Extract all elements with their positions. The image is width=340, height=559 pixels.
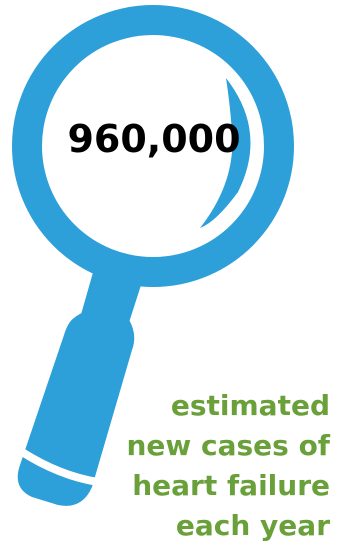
caption-line: heart failure [132,469,330,502]
caption-line: new cases of [126,429,330,462]
caption: estimated new cases of heart failure eac… [50,386,330,546]
caption-line: estimated [170,389,330,422]
stat-value: 960,000 [67,117,241,161]
caption-line: each year [175,509,330,542]
magnifier-lens-ring [12,5,294,287]
lens-reflection [200,78,251,228]
